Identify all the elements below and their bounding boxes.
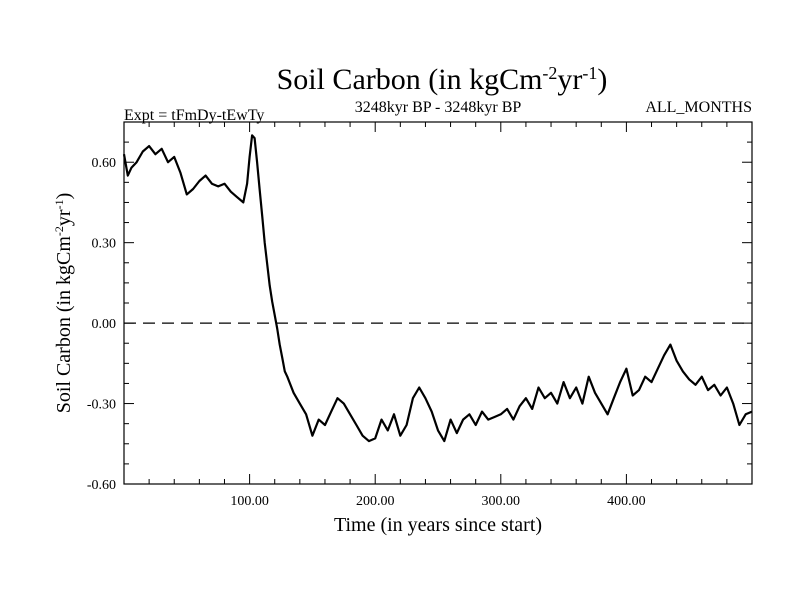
y-tick-label: 0.60 xyxy=(92,156,117,171)
axis-ticks xyxy=(124,121,752,485)
subtitle-months: ALL_MONTHS xyxy=(645,99,752,116)
y-tick-label: -0.60 xyxy=(87,478,116,493)
x-axis-label: Time (in years since start) xyxy=(334,514,542,536)
title-mid: yr xyxy=(557,63,582,96)
ylabel-sup1: -2 xyxy=(52,226,66,236)
x-tick-label: 200.00 xyxy=(356,494,395,509)
ylabel-main: Soil Carbon (in kgCm xyxy=(53,236,75,414)
soil-carbon-series-line xyxy=(122,134,753,443)
title-sup1: -2 xyxy=(542,63,557,83)
title-end: ) xyxy=(597,63,607,96)
x-tick-label: 400.00 xyxy=(607,494,646,509)
ylabel-mid: yr xyxy=(53,209,75,226)
title-sup2: -1 xyxy=(582,63,597,83)
y-tick-label: 0.00 xyxy=(92,317,117,332)
subtitle-period: 3248kyr BP - 3248kyr BP xyxy=(355,99,522,116)
y-axis-label: Soil Carbon (in kgCm-2yr-1) xyxy=(52,193,75,414)
axis-tick-labels: 100.00 200.00 300.00 400.00 -0.60 -0.30 0.00 0.… xyxy=(87,156,646,509)
y-tick-label: 0.30 xyxy=(92,237,117,252)
x-tick-label: 300.00 xyxy=(482,494,521,509)
subtitle-experiment: Expt = tFmDy-tEwTy xyxy=(124,107,264,124)
title-main: Soil Carbon (in kgCm xyxy=(277,63,543,96)
x-tick-label: 100.00 xyxy=(230,494,269,509)
ylabel-end: ) xyxy=(53,193,75,200)
chart-title: Soil Carbon (in kgCm-2yr-1) xyxy=(277,63,608,96)
ylabel-sup2: -1 xyxy=(52,199,66,209)
y-tick-label: -0.30 xyxy=(87,398,116,413)
